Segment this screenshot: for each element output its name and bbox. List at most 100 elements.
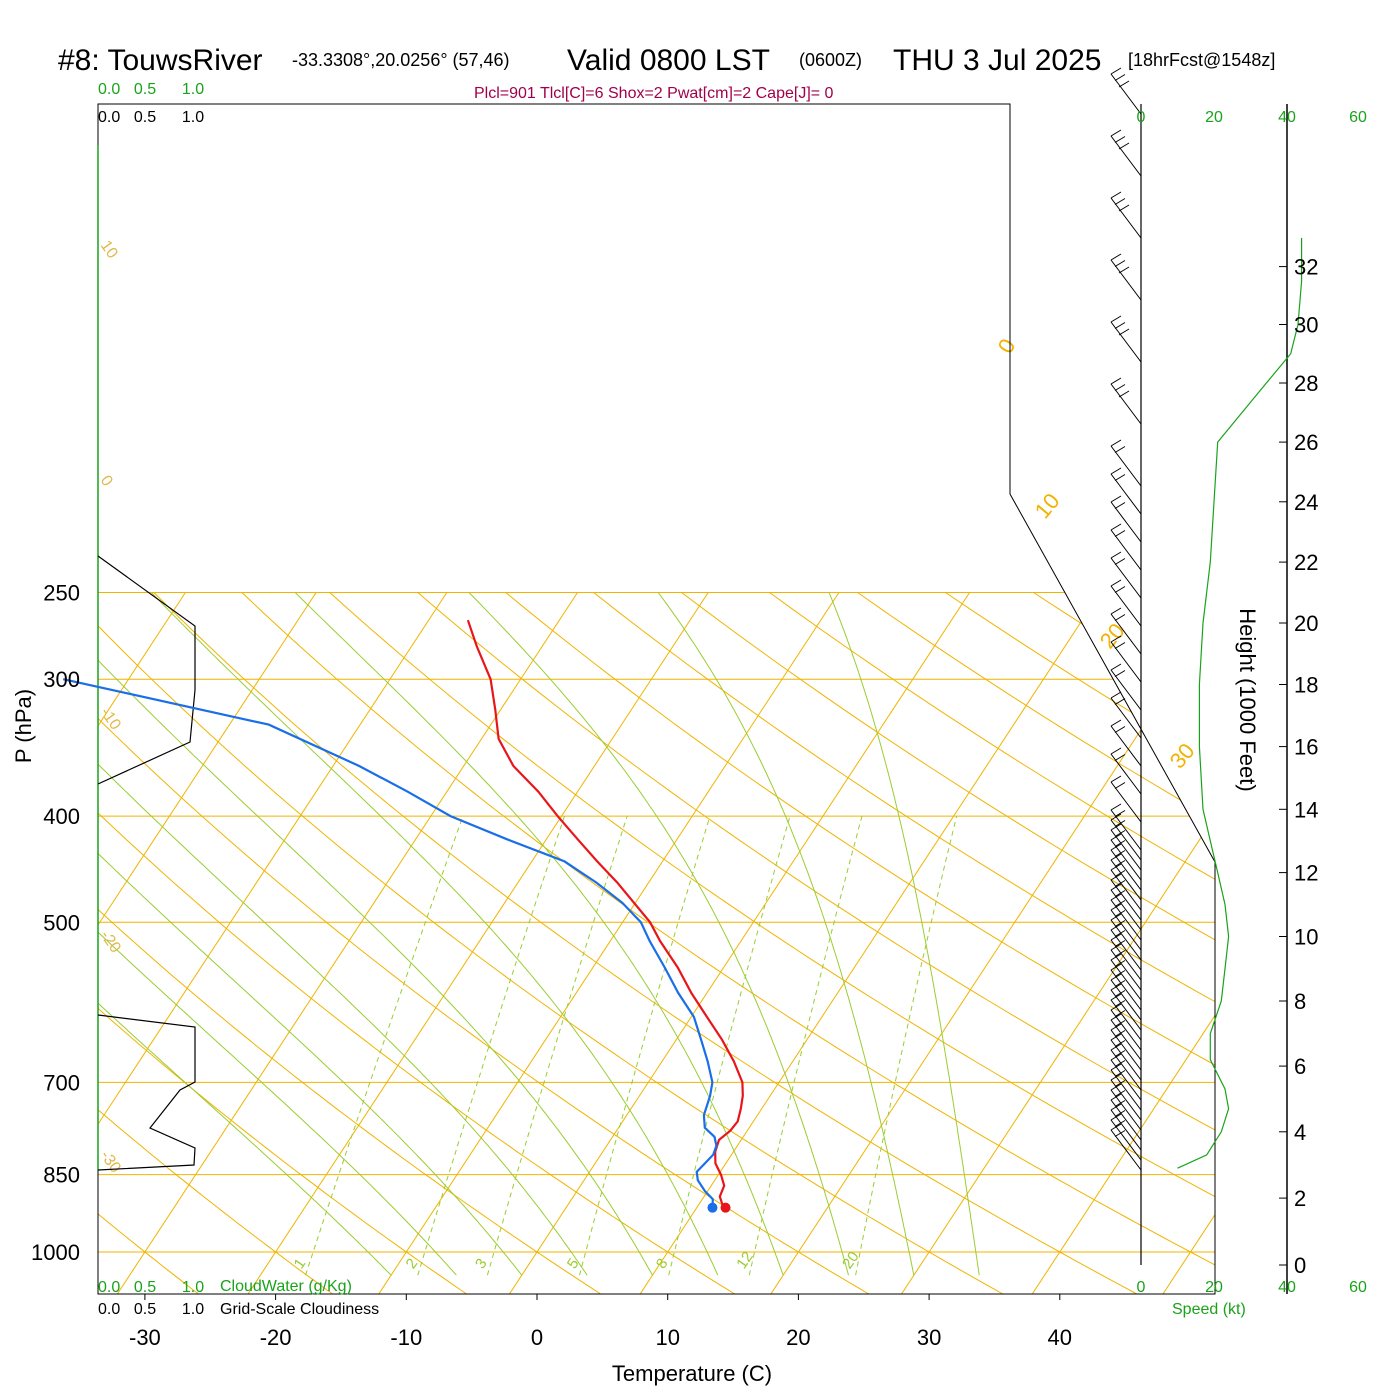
- wind-barb-flag: [1114, 586, 1126, 593]
- dry-adiabat: [593, 592, 1215, 1294]
- pressure-tick-label: 500: [43, 910, 80, 935]
- wind-barb-flag: [1110, 747, 1122, 755]
- wind-barb-flag: [1118, 142, 1130, 150]
- title-coords: -33.3308°,20.0256° (57,46): [292, 50, 510, 70]
- mixing-ratio-label: 3: [472, 1255, 491, 1272]
- moist-adiabat: [98, 592, 457, 1276]
- moist-adiabat: [98, 592, 653, 1276]
- speed-axis-label: Speed (kt): [1172, 1301, 1246, 1318]
- isotherm: [376, 592, 840, 1294]
- wind-barb-staff: [1110, 979, 1142, 1021]
- mixing-ratio-line: [748, 815, 863, 1276]
- temperature-tick-label: -20: [260, 1325, 292, 1350]
- y-axis-label: P (hPa): [11, 689, 36, 763]
- height-tick-label: 30: [1294, 313, 1318, 338]
- height-tick-label: 14: [1294, 797, 1318, 822]
- temperature-tick-label: 40: [1048, 1325, 1072, 1350]
- wind-barb-flag: [1114, 1060, 1126, 1067]
- cloudwater-label: CloudWater (g/Kg): [220, 1278, 352, 1295]
- wind-barb-flag: [1110, 691, 1122, 699]
- wind-barb-flag: [1114, 870, 1126, 877]
- pressure-tick-label: 1000: [31, 1240, 80, 1265]
- wind-barb-flag: [1114, 1030, 1126, 1037]
- moist-adiabat: [98, 592, 588, 1276]
- title-zulu: (0600Z): [799, 50, 862, 70]
- moist-adiabat: [828, 592, 980, 1276]
- isotherm: [1160, 592, 1215, 1294]
- wind-barb-flag: [1114, 880, 1126, 887]
- dry-adiabat: [98, 592, 472, 1294]
- dewpoint-surface-dot: [707, 1202, 718, 1213]
- wind-barb-staff: [1110, 1099, 1142, 1141]
- height-tick-label: 2: [1294, 1186, 1306, 1211]
- cloud-tick-label: 0.0: [98, 1301, 120, 1318]
- wind-barb-staff: [1110, 753, 1142, 795]
- wind-barb-staff: [1110, 849, 1142, 891]
- moist-adiabat: [294, 592, 784, 1276]
- dry-adiabat-label: -30: [97, 1148, 124, 1177]
- wind-barb-flag: [1110, 315, 1122, 323]
- height-tick-label: 28: [1294, 371, 1318, 396]
- height-tick-label: 10: [1294, 925, 1318, 950]
- wind-barb-flag: [1114, 810, 1126, 817]
- dry-adiabat: [857, 592, 1215, 1294]
- isotherm: [98, 592, 186, 1294]
- dewpoint-line: [62, 678, 718, 1208]
- dry-adiabat: [329, 592, 1215, 1294]
- cloud-tick-label: 0.5: [134, 109, 156, 126]
- wind-barb-staff: [1110, 869, 1142, 911]
- wind-barb-staff: [1110, 929, 1142, 971]
- dry-adiabat: [241, 592, 1215, 1294]
- wind-barb-flag: [1110, 579, 1122, 587]
- wind-barb-staff: [1110, 1119, 1142, 1161]
- dry-adiabat: [1033, 592, 1215, 1294]
- wind-barb-flag: [1110, 523, 1122, 531]
- wind-barb-flag: [1114, 642, 1126, 649]
- height-tick-label: 18: [1294, 673, 1318, 698]
- wind-barb-staff: [1110, 613, 1142, 655]
- isotherm: [506, 592, 971, 1294]
- wind-barb-staff: [1110, 1019, 1142, 1061]
- wind-barb-flag: [1114, 1100, 1126, 1107]
- wind-barb-staff: [1110, 909, 1142, 951]
- mixing-ratio-label: 5: [564, 1255, 583, 1272]
- cloud-tick-label: 0.5: [134, 1301, 156, 1318]
- wind-barb-staff: [1110, 1009, 1142, 1051]
- height-tick-label: 4: [1294, 1120, 1306, 1145]
- wind-barb-flag: [1110, 635, 1122, 643]
- wind-barb-flag: [1110, 663, 1122, 671]
- wind-barb-flag: [1114, 726, 1126, 733]
- isotherm-label: 30: [1165, 738, 1200, 773]
- wind-barb-flag: [1114, 910, 1126, 917]
- wind-barb-staff: [1110, 321, 1142, 363]
- wind-barb-flag: [1114, 1000, 1126, 1007]
- isotherm: [768, 592, 1215, 1294]
- mixing-ratio-label: 2: [403, 1255, 422, 1272]
- temperature-tick-label: -30: [129, 1325, 161, 1350]
- isotherm: [98, 592, 448, 1294]
- wind-barb-flag: [1114, 782, 1126, 789]
- moist-adiabat: [98, 592, 392, 1276]
- moist-adiabat: [98, 592, 523, 1276]
- dry-adiabat-label: 0: [97, 473, 116, 490]
- cloud-tick-label: 0.0: [98, 109, 120, 126]
- thermo-grid: [98, 592, 1215, 1294]
- wind-barb-flag: [1110, 253, 1122, 261]
- height-tick-label: 6: [1294, 1054, 1306, 1079]
- wind-barb-flag: [1110, 129, 1122, 137]
- wind-barb-flag: [1114, 970, 1126, 977]
- height-tick-label: 0: [1294, 1253, 1306, 1278]
- height-tick-label: 20: [1294, 611, 1318, 636]
- speed-tick-label: 20: [1205, 1279, 1223, 1296]
- dry-adiabat: [769, 592, 1215, 1294]
- wind-barb-flag: [1114, 1050, 1126, 1057]
- wind-speed-profile: [1177, 237, 1303, 1169]
- dry-adiabat: [505, 592, 1215, 1294]
- wind-barb-staff: [1110, 197, 1142, 239]
- wind-barb-flag: [1114, 950, 1126, 957]
- isotherm: [898, 592, 1215, 1294]
- title-station: #8: TouwsRiver: [58, 44, 263, 77]
- stability-indices: Plcl=901 Tlcl[C]=6 Shox=2 Pwat[cm]=2 Cap…: [474, 85, 834, 102]
- wind-barb-staff: [1110, 919, 1142, 961]
